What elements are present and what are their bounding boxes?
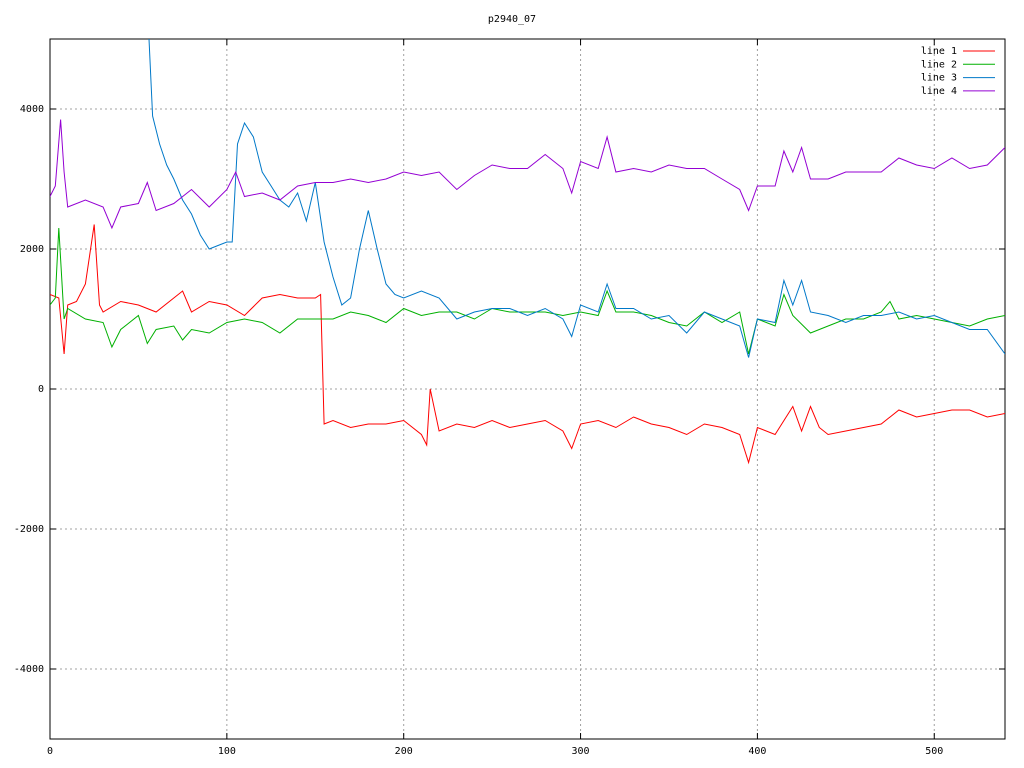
x-tick-label: 0 bbox=[47, 746, 53, 757]
x-tick-label: 400 bbox=[748, 746, 766, 757]
plot-area bbox=[50, 39, 1005, 465]
series-line bbox=[50, 119, 1005, 230]
x-tick-label: 500 bbox=[925, 746, 943, 757]
y-tick-label: 2000 bbox=[20, 244, 44, 255]
y-tick-label: -4000 bbox=[14, 664, 44, 675]
y-tick-label: 0 bbox=[38, 384, 44, 395]
legend-label: line 3 bbox=[921, 73, 957, 84]
legend-label: line 1 bbox=[921, 46, 957, 57]
x-tick-label: 100 bbox=[218, 746, 236, 757]
legend-label: line 4 bbox=[921, 86, 957, 97]
y-tick-label: 4000 bbox=[20, 104, 44, 115]
series-line bbox=[50, 227, 1005, 355]
chart-title: p2940_07 bbox=[488, 14, 536, 25]
series-line bbox=[148, 39, 1005, 358]
series-line bbox=[50, 224, 1005, 465]
x-tick-label: 200 bbox=[395, 746, 413, 757]
x-tick-label: 300 bbox=[572, 746, 590, 757]
plot-frame bbox=[49, 38, 1006, 740]
legend-label: line 2 bbox=[921, 59, 957, 70]
y-tick-label: -2000 bbox=[14, 524, 44, 535]
